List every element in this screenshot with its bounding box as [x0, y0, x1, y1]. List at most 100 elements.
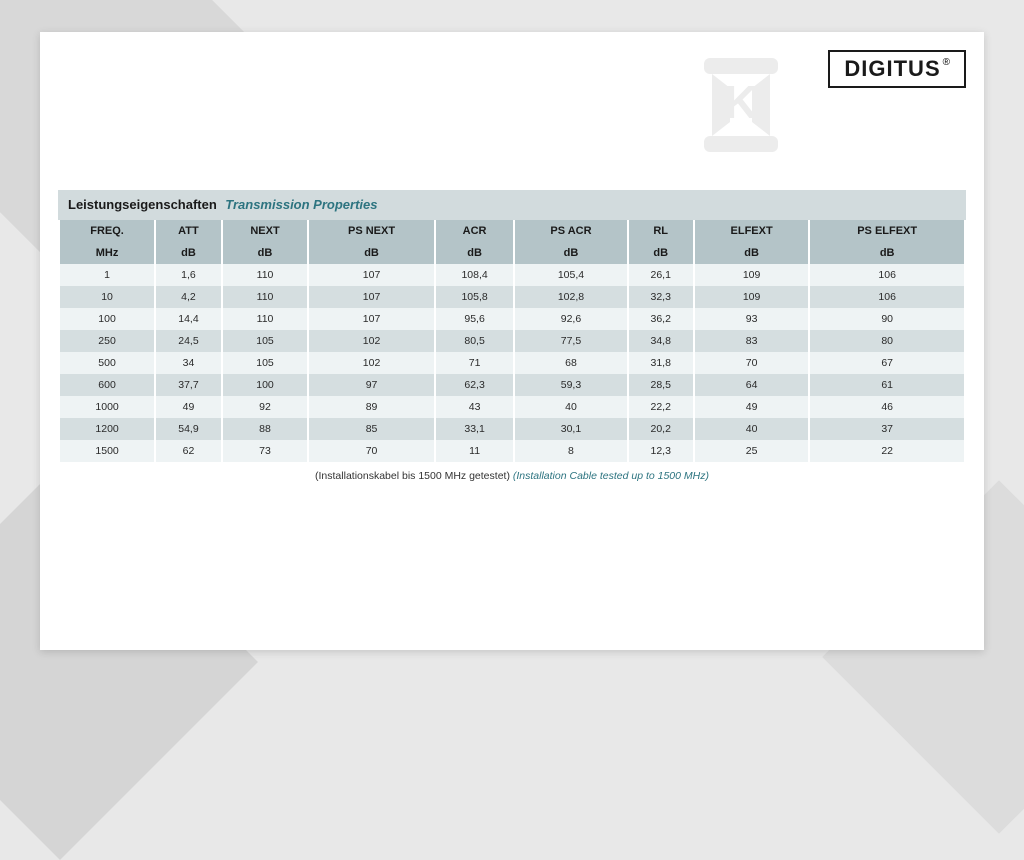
table-cell: 26,1 — [629, 264, 693, 286]
table-row: 150062737011812,32522 — [60, 440, 964, 462]
table-title: Leistungseigenschaften Transmission Prop… — [58, 190, 966, 220]
table-cell: 49 — [695, 396, 808, 418]
table-cell: 110 — [223, 286, 307, 308]
unit-header: dB — [810, 242, 964, 264]
footnote-german: (Installationskabel bis 1500 MHz geteste… — [315, 470, 510, 482]
table-cell: 600 — [60, 374, 154, 396]
unit-header: dB — [515, 242, 626, 264]
table-cell: 32,3 — [629, 286, 693, 308]
table-cell: 62,3 — [436, 374, 514, 396]
page-container: K DIGITUS ® Leistungseigenschaften Trans… — [40, 32, 984, 650]
table-cell: 92 — [223, 396, 307, 418]
table-cell: 1,6 — [156, 264, 221, 286]
column-header: ELFEXT — [695, 220, 808, 242]
table-cell: 1000 — [60, 396, 154, 418]
column-header: PS ACR — [515, 220, 626, 242]
table-row: 10014,411010795,692,636,29390 — [60, 308, 964, 330]
table-cell: 80 — [810, 330, 964, 352]
table-row: 104,2110107105,8102,832,3109106 — [60, 286, 964, 308]
column-header: ACR — [436, 220, 514, 242]
transmission-properties-table: FREQ.ATTNEXTPS NEXTACRPS ACRRLELFEXTPS E… — [58, 220, 966, 462]
table-cell: 92,6 — [515, 308, 626, 330]
table-cell: 106 — [810, 264, 964, 286]
table-cell: 77,5 — [515, 330, 626, 352]
table-cell: 25 — [695, 440, 808, 462]
table-cell: 97 — [309, 374, 434, 396]
column-header: PS ELFEXT — [810, 220, 964, 242]
table-cell: 250 — [60, 330, 154, 352]
table-cell: 83 — [695, 330, 808, 352]
table-cell: 1500 — [60, 440, 154, 462]
table-row: 25024,510510280,577,534,88380 — [60, 330, 964, 352]
table-cell: 40 — [695, 418, 808, 440]
table-cell: 24,5 — [156, 330, 221, 352]
table-cell: 31,8 — [629, 352, 693, 374]
unit-header: dB — [629, 242, 693, 264]
column-header: RL — [629, 220, 693, 242]
table-cell: 8 — [515, 440, 626, 462]
table-cell: 102,8 — [515, 286, 626, 308]
table-cell: 70 — [309, 440, 434, 462]
table-cell: 85 — [309, 418, 434, 440]
table-cell: 22,2 — [629, 396, 693, 418]
table-cell: 73 — [223, 440, 307, 462]
brand-logo: DIGITUS ® — [828, 50, 966, 88]
unit-header: dB — [156, 242, 221, 264]
table-row: 1000499289434022,24946 — [60, 396, 964, 418]
table-units-row: MHzdBdBdBdBdBdBdBdB — [60, 242, 964, 264]
table-cell: 54,9 — [156, 418, 221, 440]
watermark-icon: K — [686, 50, 796, 165]
table-cell: 37 — [810, 418, 964, 440]
table-cell: 1200 — [60, 418, 154, 440]
table-cell: 10 — [60, 286, 154, 308]
table-cell: 108,4 — [436, 264, 514, 286]
table-cell: 33,1 — [436, 418, 514, 440]
column-header: ATT — [156, 220, 221, 242]
title-english: Transmission Properties — [225, 197, 377, 212]
table-cell: 40 — [515, 396, 626, 418]
table-cell: 49 — [156, 396, 221, 418]
table-cell: 106 — [810, 286, 964, 308]
title-german: Leistungseigenschaften — [68, 197, 217, 212]
table-cell: 107 — [309, 264, 434, 286]
table-cell: 22 — [810, 440, 964, 462]
table-cell: 1 — [60, 264, 154, 286]
table-cell: 43 — [436, 396, 514, 418]
table-row: 120054,9888533,130,120,24037 — [60, 418, 964, 440]
table-cell: 105,8 — [436, 286, 514, 308]
table-cell: 107 — [309, 286, 434, 308]
table-cell: 102 — [309, 352, 434, 374]
registered-mark: ® — [943, 57, 950, 68]
table-cell: 46 — [810, 396, 964, 418]
unit-header: dB — [223, 242, 307, 264]
table-header-row: FREQ.ATTNEXTPS NEXTACRPS ACRRLELFEXTPS E… — [60, 220, 964, 242]
svg-text:K: K — [724, 76, 757, 128]
table-cell: 80,5 — [436, 330, 514, 352]
table-cell: 100 — [223, 374, 307, 396]
table-cell: 37,7 — [156, 374, 221, 396]
table-cell: 500 — [60, 352, 154, 374]
table-cell: 12,3 — [629, 440, 693, 462]
table-cell: 28,5 — [629, 374, 693, 396]
table-cell: 30,1 — [515, 418, 626, 440]
table-row: 50034105102716831,87067 — [60, 352, 964, 374]
table-footnote: (Installationskabel bis 1500 MHz geteste… — [58, 462, 966, 490]
unit-header: dB — [695, 242, 808, 264]
table-cell: 109 — [695, 264, 808, 286]
unit-header: dB — [436, 242, 514, 264]
table-cell: 93 — [695, 308, 808, 330]
table-cell: 88 — [223, 418, 307, 440]
table-cell: 67 — [810, 352, 964, 374]
table-cell: 4,2 — [156, 286, 221, 308]
table-cell: 107 — [309, 308, 434, 330]
table-cell: 89 — [309, 396, 434, 418]
table-cell: 110 — [223, 308, 307, 330]
table-cell: 61 — [810, 374, 964, 396]
table-cell: 109 — [695, 286, 808, 308]
table-row: 60037,71009762,359,328,56461 — [60, 374, 964, 396]
brand-name: DIGITUS — [844, 56, 940, 82]
footnote-english: (Installation Cable tested up to 1500 MH… — [513, 470, 709, 482]
unit-header: MHz — [60, 242, 154, 264]
table-cell: 71 — [436, 352, 514, 374]
table-cell: 11 — [436, 440, 514, 462]
